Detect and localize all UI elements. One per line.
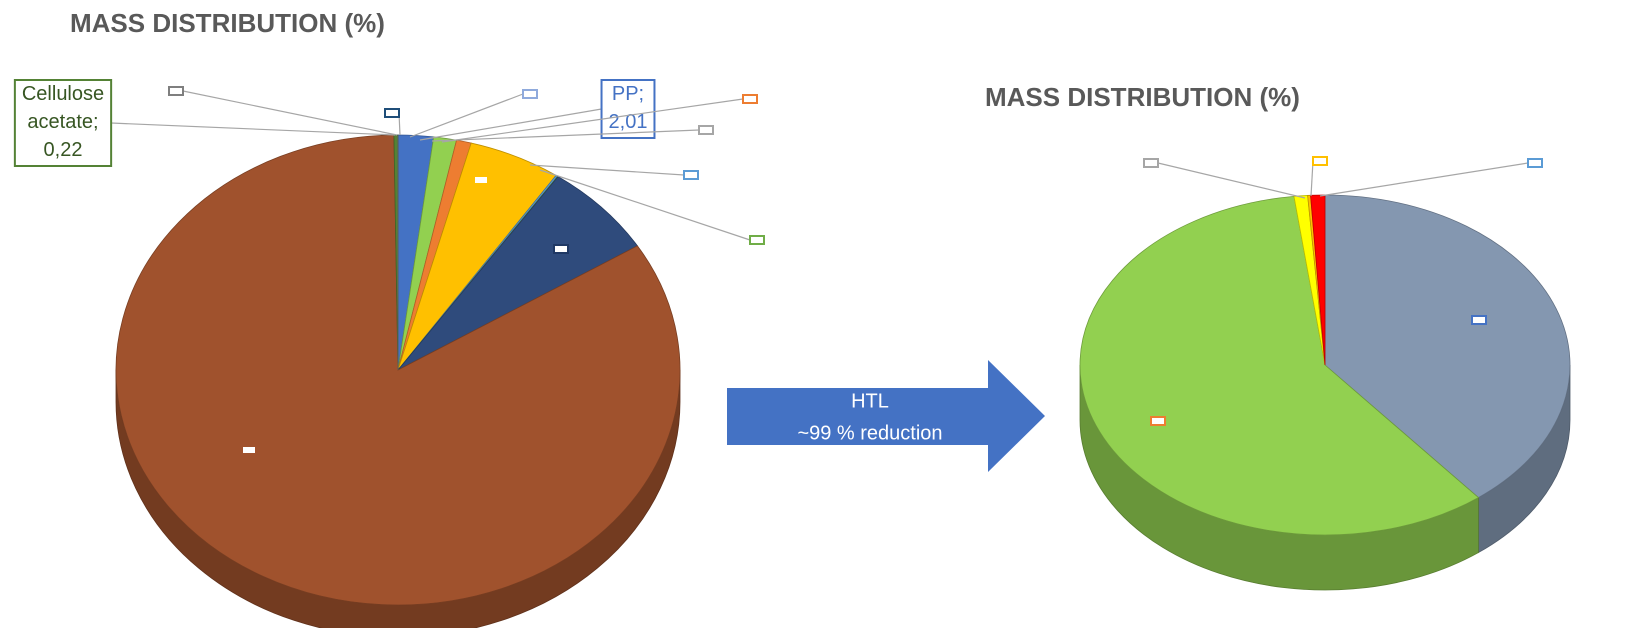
pie-top — [1324, 194, 1571, 499]
label-box — [1471, 315, 1487, 325]
label-box — [553, 244, 569, 254]
pie-top — [397, 176, 639, 371]
label-box — [749, 235, 765, 245]
label-box — [600, 79, 656, 139]
leader-line — [1157, 162, 1306, 199]
label-box — [384, 108, 400, 118]
label-box — [522, 89, 538, 99]
leader-line — [111, 122, 396, 136]
label-box — [698, 125, 714, 135]
label-box — [473, 175, 489, 185]
label-box — [241, 445, 257, 455]
leader-line — [1319, 162, 1529, 197]
leader-line — [419, 108, 602, 141]
leader-line — [1310, 160, 1314, 197]
pie-slice: Alkyd — [397, 176, 639, 371]
leader-line — [441, 98, 744, 143]
label-box — [1527, 158, 1543, 168]
label-box — [683, 170, 699, 180]
chart-title: MASS DISTRIBUTION (%) — [70, 8, 385, 38]
pie-slice: Acrylic — [115, 134, 681, 628]
label-box — [13, 79, 113, 167]
leader-line — [182, 90, 398, 136]
data-label: Cellulose acetate; 0,22 — [22, 83, 104, 161]
arrow-label: ~99 % reduction — [797, 422, 942, 444]
label-box — [1143, 158, 1159, 168]
leader-line — [529, 164, 685, 176]
label-box — [1150, 416, 1166, 426]
label-box — [1312, 156, 1328, 166]
leader-line — [409, 93, 524, 138]
leader-line — [431, 129, 700, 142]
pie-top — [115, 134, 681, 606]
pie-top — [1079, 195, 1480, 536]
label-box — [168, 86, 184, 96]
arrow — [727, 360, 1045, 472]
label-box — [742, 94, 758, 104]
pie-slice: PE — [1079, 195, 1480, 591]
leader-line — [539, 169, 751, 241]
arrow-label: HTL — [851, 390, 889, 412]
chart-title: MASS DISTRIBUTION (%) — [985, 82, 1300, 112]
